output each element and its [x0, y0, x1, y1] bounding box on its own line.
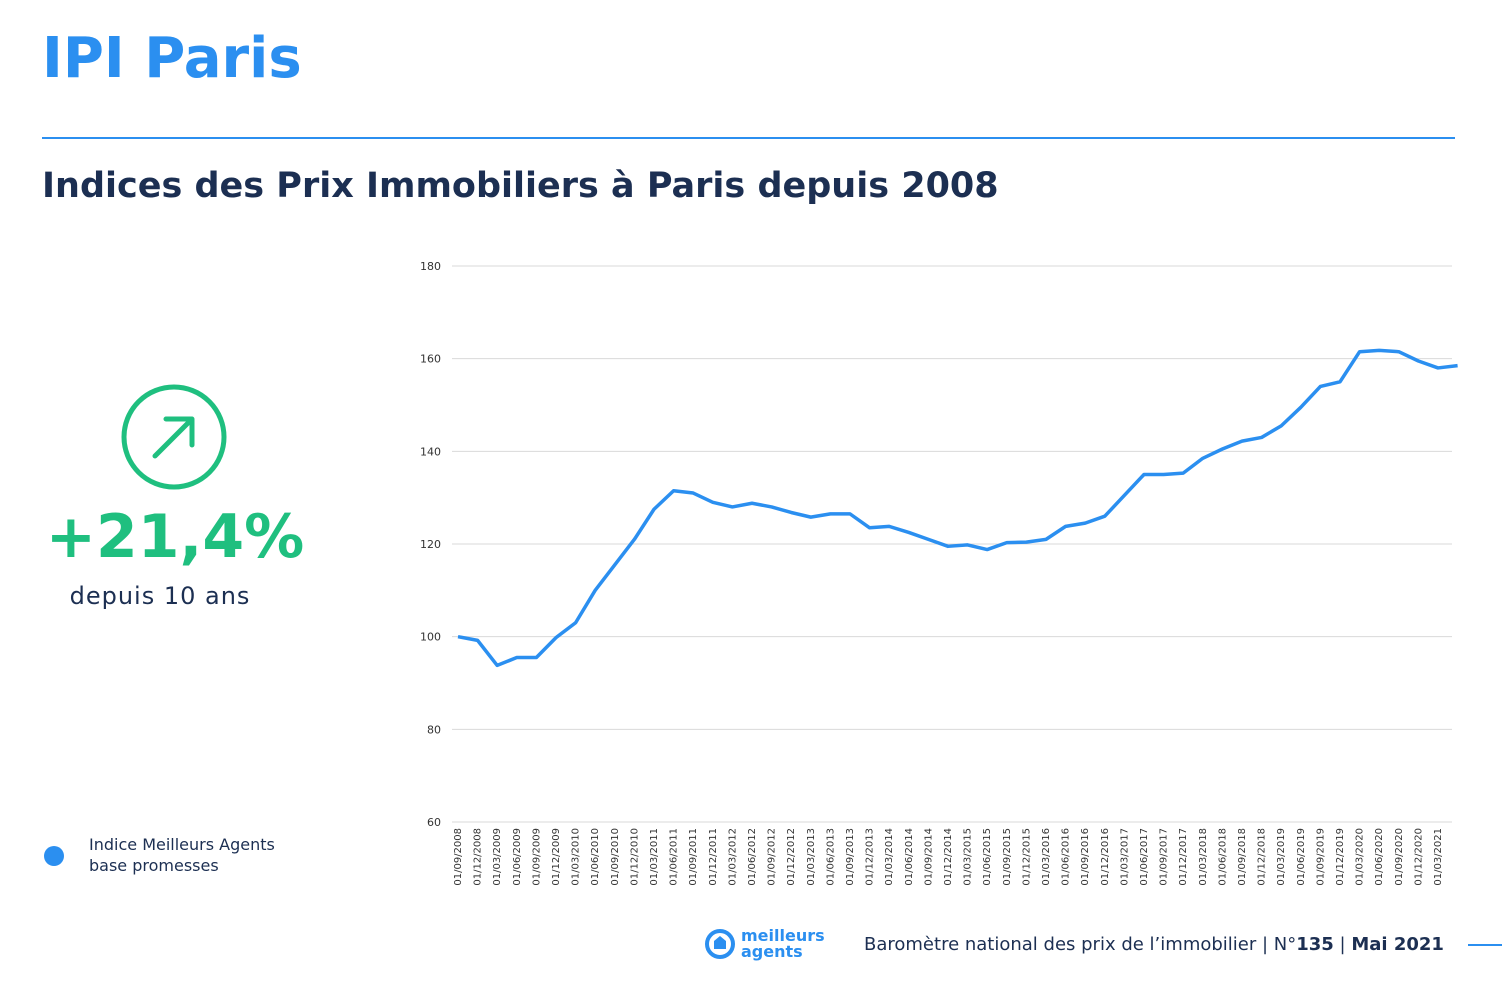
x-tick-label: 01/09/2012	[767, 828, 778, 886]
x-tick-label: 01/09/2016	[1080, 828, 1091, 886]
divider	[42, 137, 1455, 139]
x-tick-label: 01/03/2013	[806, 828, 817, 886]
x-tick-label: 01/12/2013	[865, 828, 876, 886]
y-tick-label: 100	[420, 631, 441, 644]
x-tick-label: 01/09/2017	[1159, 828, 1170, 886]
x-tick-label: 01/12/2012	[786, 828, 797, 886]
x-tick-label: 01/06/2020	[1374, 828, 1385, 886]
x-tick-label: 01/03/2011	[649, 828, 660, 886]
logo-text: meilleurs agents	[741, 928, 825, 960]
x-tick-label: 01/12/2019	[1335, 828, 1346, 886]
legend-label: Indice Meilleurs Agents base promesses	[89, 835, 275, 875]
x-tick-label: 01/09/2013	[845, 828, 856, 886]
x-tick-label: 01/06/2010	[590, 828, 601, 886]
footer-sep: |	[1333, 934, 1352, 955]
x-tick-label: 01/12/2018	[1257, 828, 1268, 886]
x-tick-label: 01/12/2015	[1021, 828, 1032, 886]
x-tick-label: 01/12/2011	[708, 828, 719, 886]
x-tick-label: 01/06/2014	[904, 828, 915, 886]
title: IPI Paris	[42, 26, 302, 91]
x-tick-label: 01/09/2020	[1394, 828, 1405, 886]
logo-icon	[705, 929, 735, 959]
x-tick-label: 01/06/2016	[1061, 828, 1072, 886]
logo-line: agents	[741, 942, 803, 961]
x-tick-label: 01/06/2011	[669, 828, 680, 886]
y-tick-label: 80	[427, 723, 441, 736]
x-tick-label: 01/09/2011	[688, 828, 699, 886]
x-tick-label: 01/12/2016	[1100, 828, 1111, 886]
x-tick-label: 01/03/2018	[1198, 828, 1209, 886]
footer-label: Baromètre national des prix de l’immobil…	[864, 934, 1297, 955]
x-tick-label: 01/09/2009	[531, 828, 542, 886]
legend-marker	[44, 846, 64, 866]
x-tick-label: 01/12/2009	[551, 828, 562, 886]
x-tick-label: 01/06/2019	[1296, 828, 1307, 886]
arrow-icon	[121, 384, 227, 490]
footer-rule	[1468, 944, 1502, 946]
y-tick-label: 60	[427, 816, 441, 829]
x-tick-label: 01/03/2009	[492, 828, 503, 886]
x-tick-label: 01/03/2020	[1355, 828, 1366, 886]
x-tick-label: 01/06/2009	[512, 828, 523, 886]
x-tick-label: 01/12/2017	[1178, 828, 1189, 886]
x-tick-label: 01/03/2012	[727, 828, 738, 886]
x-tick-label: 01/03/2016	[1041, 828, 1052, 886]
x-tick-label: 01/12/2010	[629, 828, 640, 886]
logo-line: meilleurs	[741, 926, 825, 945]
x-tick-label: 01/03/2021	[1433, 828, 1444, 886]
footer-issue: 135	[1296, 934, 1334, 955]
arrow	[152, 416, 195, 459]
footer-date: Mai 2021	[1351, 934, 1444, 955]
x-tick-label: 01/06/2013	[825, 828, 836, 886]
x-tick-label: 01/06/2015	[982, 828, 993, 886]
footer-text: Baromètre national des prix de l’immobil…	[864, 934, 1444, 955]
x-tick-label: 01/03/2015	[963, 828, 974, 886]
x-tick-label: 01/09/2010	[610, 828, 621, 886]
x-tick-label: 01/12/2008	[473, 828, 484, 886]
logo-house	[714, 936, 726, 949]
x-tick-label: 01/12/2014	[943, 828, 954, 886]
y-tick-label: 180	[420, 260, 441, 273]
x-tick-label: 01/06/2017	[1139, 828, 1150, 886]
x-tick-label: 01/03/2019	[1276, 828, 1287, 886]
y-tick-label: 120	[420, 538, 441, 551]
x-tick-label: 01/12/2020	[1413, 828, 1424, 886]
x-tick-label: 01/09/2018	[1237, 828, 1248, 886]
x-tick-label: 01/09/2019	[1315, 828, 1326, 886]
x-tick-label: 01/03/2010	[571, 828, 582, 886]
line	[457, 348, 1458, 668]
x-tick-label: 01/09/2015	[1002, 828, 1013, 886]
x-tick-label: 01/06/2012	[747, 828, 758, 886]
x-tick-label: 01/03/2014	[884, 828, 895, 886]
highlight-value: +21,4%	[45, 502, 305, 572]
y-tick-label: 160	[420, 353, 441, 366]
y-tick-label: 140	[420, 445, 441, 458]
x-tick-label: 01/03/2017	[1119, 828, 1130, 886]
x-tick-label: 01/09/2008	[453, 828, 464, 886]
x-tick-label: 01/09/2014	[923, 828, 934, 886]
highlight-caption: depuis 10 ans	[69, 582, 251, 610]
x-tick-label: 01/06/2018	[1217, 828, 1228, 886]
subtitle: Indices des Prix Immobiliers à Paris dep…	[42, 166, 999, 206]
